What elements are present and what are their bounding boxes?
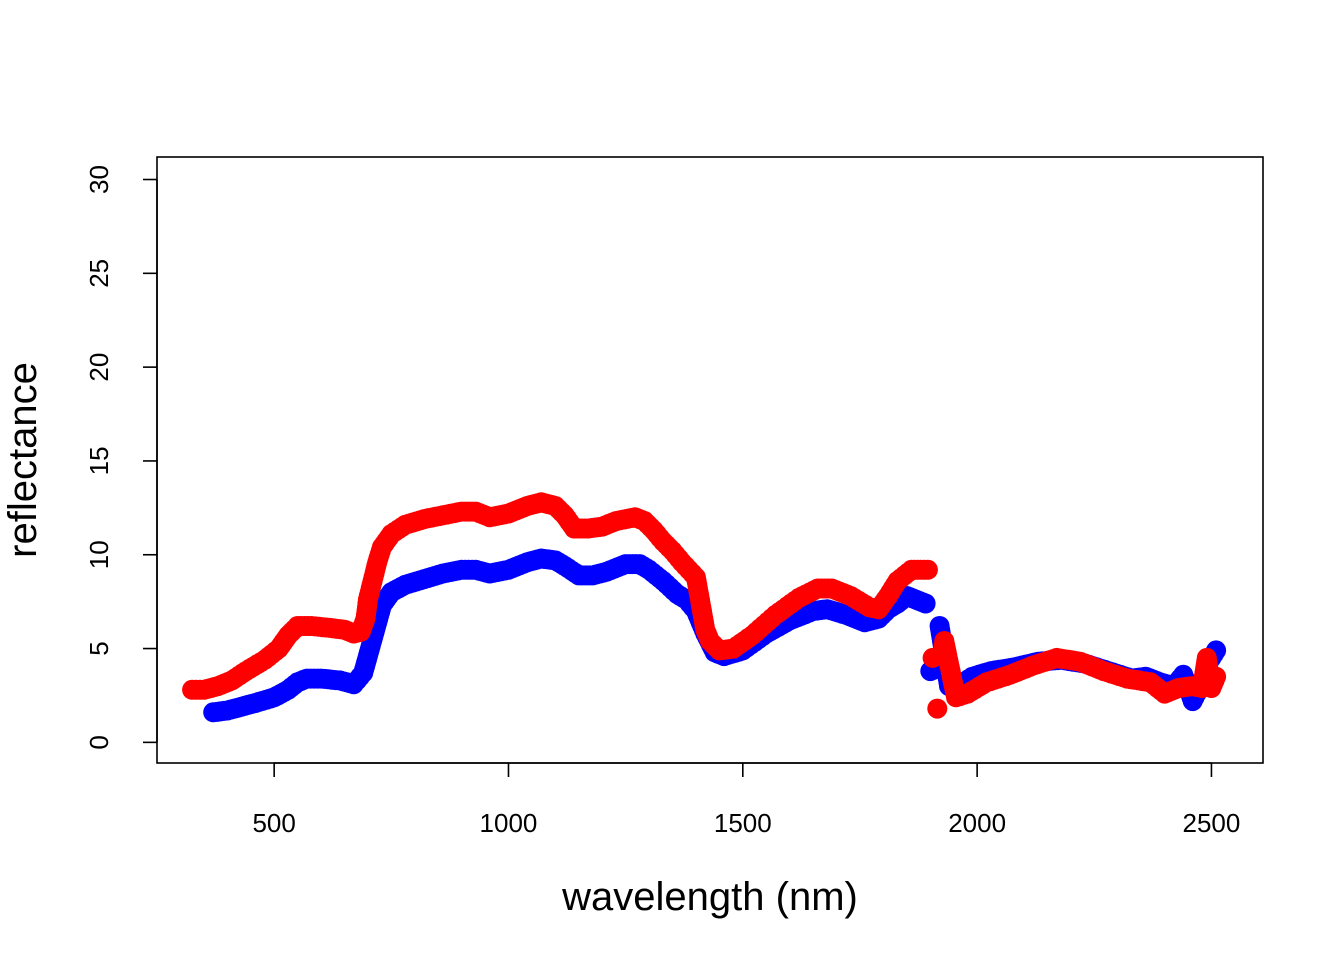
- data-point: [927, 698, 948, 719]
- y-axis-title: reflectance: [1, 362, 45, 558]
- series-1: [182, 492, 1227, 719]
- x-tick-label: 2500: [1183, 808, 1241, 838]
- x-axis: 500 1000 1500 2000 2500: [252, 762, 1241, 838]
- y-tick-label: 0: [84, 735, 114, 749]
- data-point: [915, 593, 936, 614]
- y-tick-label: 5: [84, 641, 114, 655]
- y-tick-label: 20: [84, 353, 114, 382]
- x-tick-label: 1000: [480, 808, 538, 838]
- x-tick-label: 500: [252, 808, 295, 838]
- x-tick-label: 1500: [714, 808, 772, 838]
- y-tick-label: 15: [84, 446, 114, 475]
- x-tick-label: 2000: [948, 808, 1006, 838]
- y-tick-label: 10: [84, 540, 114, 569]
- x-axis-title: wavelength (nm): [561, 875, 858, 919]
- series-layer: [182, 492, 1227, 723]
- data-point: [917, 559, 938, 580]
- y-tick-label: 30: [84, 165, 114, 194]
- y-tick-label: 25: [84, 259, 114, 288]
- data-point: [1206, 666, 1227, 687]
- y-axis: 0 5 10 15 20 25 30: [84, 165, 158, 750]
